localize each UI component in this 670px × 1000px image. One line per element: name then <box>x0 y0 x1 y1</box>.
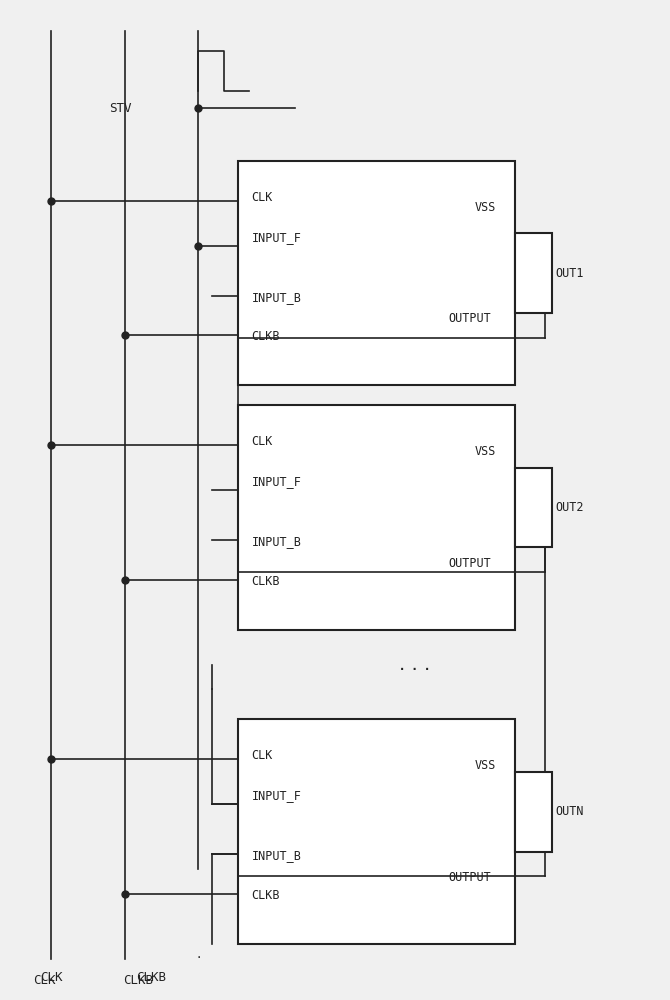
Bar <box>239 719 515 944</box>
Text: OUTPUT: OUTPUT <box>448 871 491 884</box>
Text: OUT1: OUT1 <box>555 267 584 280</box>
Text: STV: STV <box>109 102 131 115</box>
Bar <box>515 772 552 852</box>
Text: VSS: VSS <box>475 201 496 214</box>
Text: CLK: CLK <box>252 191 273 204</box>
Text: CLKB: CLKB <box>252 575 280 588</box>
Text: OUT2: OUT2 <box>555 501 584 514</box>
Text: CLK: CLK <box>40 971 63 984</box>
Text: CLKB: CLKB <box>137 971 167 984</box>
Bar <box>239 161 515 385</box>
Text: INPUT_B: INPUT_B <box>252 849 302 862</box>
Text: CLKB: CLKB <box>252 889 280 902</box>
Text: OUTN: OUTN <box>555 805 584 818</box>
Text: VSS: VSS <box>475 445 496 458</box>
Text: CLKB: CLKB <box>252 330 280 343</box>
Text: OUTPUT: OUTPUT <box>448 312 491 325</box>
Text: INPUT_F: INPUT_F <box>252 789 302 802</box>
Text: .: . <box>196 947 200 961</box>
Text: INPUT_B: INPUT_B <box>252 535 302 548</box>
Text: VSS: VSS <box>475 759 496 772</box>
Text: OUTPUT: OUTPUT <box>448 557 491 570</box>
Text: CLK: CLK <box>252 749 273 762</box>
Bar <box>515 233 552 313</box>
Text: CLK: CLK <box>34 974 56 987</box>
Text: CLK: CLK <box>252 435 273 448</box>
Text: INPUT_F: INPUT_F <box>252 231 302 244</box>
Bar <box>239 405 515 630</box>
Text: . . .: . . . <box>399 655 431 674</box>
Text: CLKB: CLKB <box>123 974 153 987</box>
Bar <box>515 468 552 547</box>
Text: INPUT_F: INPUT_F <box>252 475 302 488</box>
Text: INPUT_B: INPUT_B <box>252 291 302 304</box>
